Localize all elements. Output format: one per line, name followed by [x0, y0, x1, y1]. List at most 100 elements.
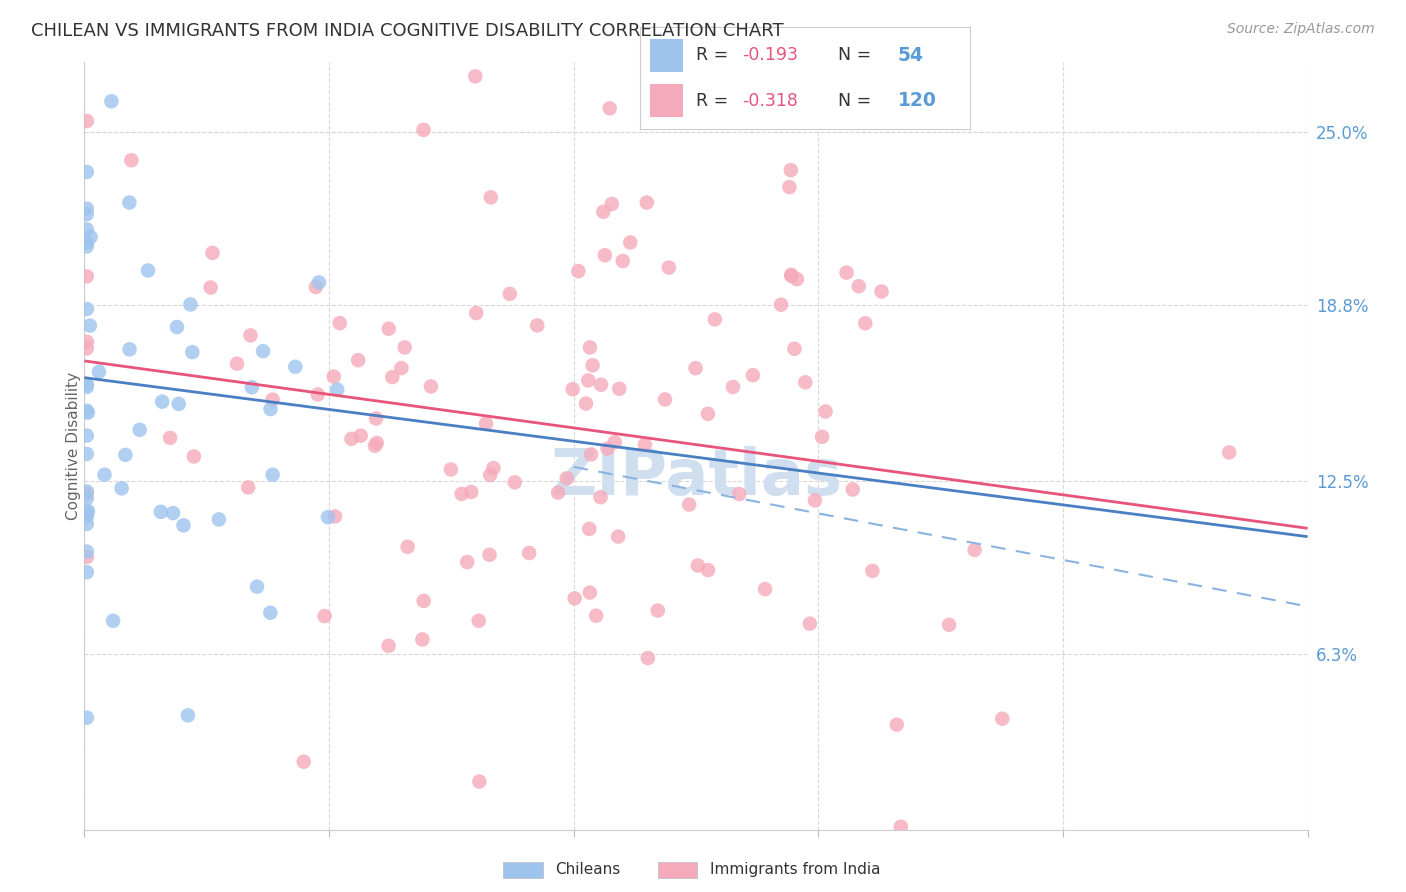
- Point: [262, 392, 284, 407]
- Point: [886, 717, 908, 731]
- Text: 0.0%: 0.0%: [80, 891, 121, 892]
- Point: [76, 566, 98, 580]
- Point: [592, 204, 614, 219]
- Point: [323, 509, 346, 524]
- Point: [607, 530, 630, 544]
- Point: [578, 522, 600, 536]
- Point: [76, 165, 98, 179]
- Point: [76, 509, 98, 524]
- Point: [76, 406, 98, 420]
- Point: [754, 582, 776, 596]
- Point: [811, 430, 834, 444]
- Point: [183, 450, 205, 464]
- Point: [517, 546, 540, 560]
- Point: [860, 564, 883, 578]
- Point: [780, 268, 803, 283]
- Point: [181, 345, 204, 359]
- Point: [389, 361, 412, 376]
- Point: [314, 609, 336, 624]
- Point: [579, 585, 602, 599]
- Point: [479, 190, 502, 204]
- Point: [262, 467, 284, 482]
- Point: [703, 312, 725, 326]
- Point: [377, 639, 399, 653]
- Text: CHILEAN VS IMMIGRANTS FROM INDIA COGNITIVE DISABILITY CORRELATION CHART: CHILEAN VS IMMIGRANTS FROM INDIA COGNITI…: [31, 22, 783, 40]
- FancyBboxPatch shape: [650, 84, 683, 117]
- Text: N =: N =: [838, 92, 877, 110]
- Point: [779, 163, 801, 178]
- Point: [600, 197, 623, 211]
- Point: [794, 376, 817, 390]
- Point: [76, 428, 98, 442]
- Point: [252, 344, 274, 359]
- Point: [468, 774, 491, 789]
- Point: [366, 436, 388, 450]
- Point: [305, 280, 328, 294]
- Y-axis label: Cognitive Disability: Cognitive Disability: [66, 372, 80, 520]
- Point: [783, 342, 806, 356]
- Point: [412, 123, 434, 137]
- Point: [76, 404, 98, 418]
- Point: [200, 280, 222, 294]
- Text: Source: ZipAtlas.com: Source: ZipAtlas.com: [1227, 22, 1375, 37]
- Point: [364, 439, 387, 453]
- Point: [780, 268, 803, 282]
- Point: [240, 380, 263, 394]
- Point: [226, 357, 249, 371]
- Point: [329, 316, 352, 330]
- Point: [77, 504, 100, 518]
- Point: [564, 591, 586, 606]
- Point: [162, 506, 184, 520]
- Text: N =: N =: [838, 46, 877, 64]
- Point: [440, 462, 463, 476]
- Point: [685, 361, 707, 376]
- Point: [76, 486, 98, 500]
- Point: [377, 321, 399, 335]
- Point: [284, 359, 307, 374]
- Point: [419, 379, 441, 393]
- Point: [76, 202, 98, 216]
- Point: [456, 555, 478, 569]
- Text: Immigrants from India: Immigrants from India: [710, 863, 880, 877]
- FancyBboxPatch shape: [650, 39, 683, 72]
- Point: [76, 506, 98, 520]
- Point: [76, 239, 98, 253]
- Point: [259, 402, 281, 417]
- Text: Chileans: Chileans: [555, 863, 620, 877]
- Point: [101, 614, 124, 628]
- Point: [76, 377, 98, 392]
- Point: [307, 387, 329, 401]
- Point: [396, 540, 419, 554]
- Point: [316, 510, 339, 524]
- Point: [658, 260, 681, 275]
- Text: 50.0%: 50.0%: [1260, 891, 1312, 892]
- Point: [636, 195, 658, 210]
- Point: [76, 447, 98, 461]
- Text: -0.193: -0.193: [742, 46, 799, 64]
- Point: [475, 417, 498, 431]
- Point: [350, 428, 373, 442]
- Point: [499, 286, 522, 301]
- Point: [547, 485, 569, 500]
- Point: [79, 318, 101, 333]
- Point: [579, 341, 602, 355]
- Point: [697, 563, 720, 577]
- Point: [326, 383, 349, 397]
- Point: [76, 114, 98, 128]
- Point: [76, 491, 98, 506]
- Point: [853, 316, 876, 330]
- Point: [76, 484, 98, 499]
- Point: [111, 481, 134, 495]
- Point: [166, 320, 188, 334]
- Point: [482, 461, 505, 475]
- Point: [769, 298, 792, 312]
- Point: [465, 306, 488, 320]
- Point: [450, 487, 472, 501]
- Point: [634, 437, 657, 451]
- Point: [479, 467, 502, 482]
- Point: [120, 153, 142, 168]
- Point: [79, 230, 101, 244]
- Point: [412, 594, 434, 608]
- Point: [460, 484, 482, 499]
- Point: [799, 616, 821, 631]
